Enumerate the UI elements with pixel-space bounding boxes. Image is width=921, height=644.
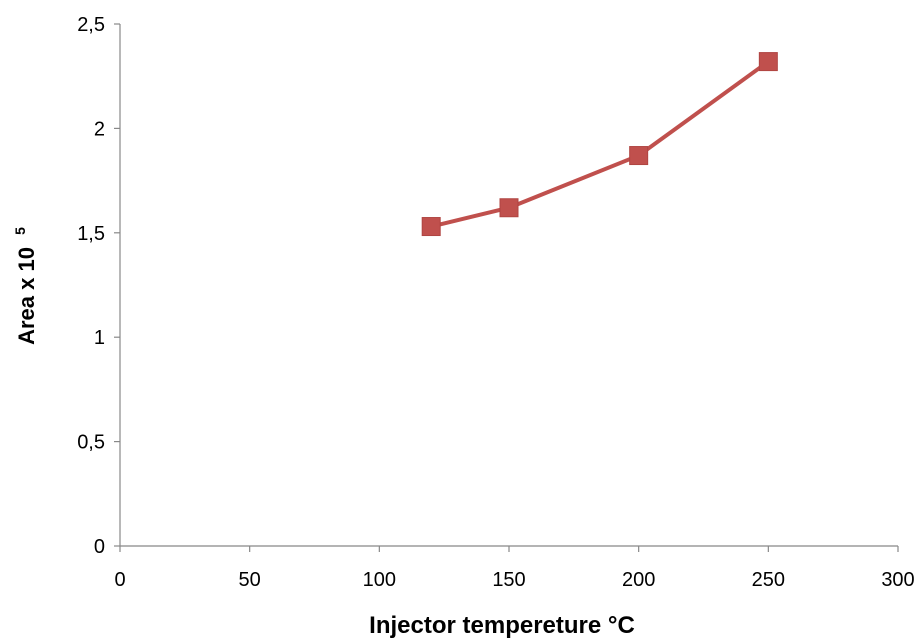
data-point-marker — [758, 52, 778, 72]
x-tick-label: 300 — [881, 569, 914, 591]
x-tick-label: 50 — [239, 569, 261, 591]
x-tick-label: 200 — [622, 569, 655, 591]
series-layer — [421, 52, 778, 237]
data-point-marker — [629, 146, 649, 166]
x-tick-label: 0 — [114, 569, 125, 591]
y-axis-ticks: 0 0,5 1 1,5 2 2,5 — [77, 14, 120, 558]
x-tick-label: 100 — [363, 569, 396, 591]
y-axis-title-text: Area x 10 — [14, 247, 39, 345]
data-point-marker — [499, 198, 519, 218]
axes — [119, 24, 898, 547]
x-tick-label: 150 — [492, 569, 525, 591]
data-point-marker — [421, 217, 441, 237]
y-tick-label: 2,5 — [77, 14, 105, 36]
x-axis-ticks: 0 50 100 150 200 250 300 — [114, 546, 915, 591]
y-tick-label: 0,5 — [77, 432, 105, 454]
x-tick-label: 250 — [752, 569, 785, 591]
y-tick-label: 2 — [94, 118, 105, 140]
y-tick-label: 1 — [94, 327, 105, 349]
y-axis-title: Area x 10 5 — [12, 227, 39, 345]
y-tick-label: 0 — [94, 536, 105, 558]
y-tick-label: 1,5 — [77, 223, 105, 245]
x-axis-title: Injector tempereture °C — [369, 612, 635, 639]
y-axis-title-superscript: 5 — [12, 227, 28, 235]
series-line — [429, 59, 771, 229]
